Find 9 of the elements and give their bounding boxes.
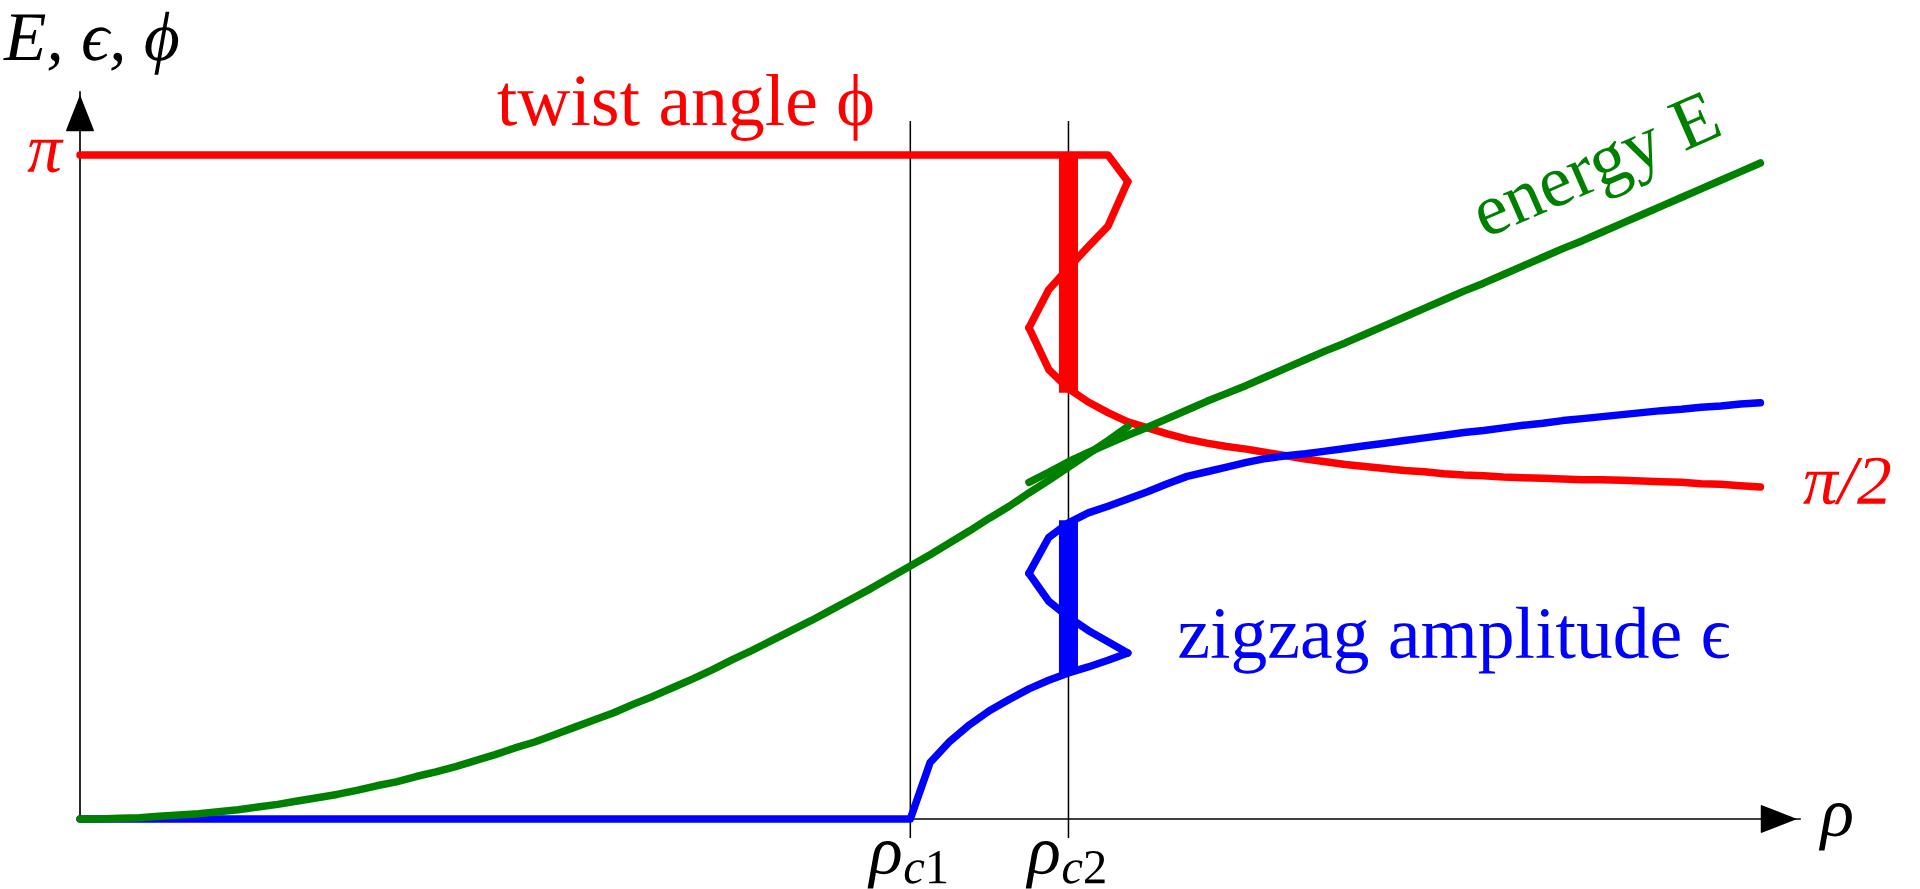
x-tick-label: ρ$_{c1}$ xyxy=(867,841,947,889)
x-axis-title: ρ xyxy=(1818,803,1852,851)
series-label: twist angle ϕ xyxy=(497,73,873,141)
series-label: zigzag amplitude ϵ xyxy=(1179,606,1729,674)
text: π/2 xyxy=(1803,457,1891,505)
x-tick-label: ρ$_{c2}$ xyxy=(1025,841,1105,889)
y-axis-title: E, ϵ, ϕ xyxy=(3,11,179,75)
text: energy E xyxy=(1468,90,1729,252)
text: π xyxy=(27,139,64,173)
